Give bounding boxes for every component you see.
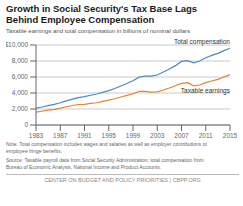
svg-text:1983: 1983 — [29, 132, 44, 139]
svg-text:1995: 1995 — [102, 132, 117, 139]
svg-text:1991: 1991 — [77, 132, 92, 139]
html-text:Growth in Social Security's Ta: Growth in Social Security's Tax Base Lag… — [6, 3, 198, 25]
svg-text:0: 0 — [24, 121, 28, 128]
html-text:Source: Taxable payroll data f: Source: Taxable payroll data from Social… — [6, 157, 204, 170]
svg-text:4,000: 4,000 — [12, 89, 29, 96]
svg-text:2007: 2007 — [174, 132, 189, 139]
svg-text:8,000: 8,000 — [12, 57, 29, 64]
html-text:CENTER ON BUDGET AND POLICY PR: CENTER ON BUDGET AND POLICY PRIORITIES |… — [44, 177, 201, 183]
svg-text:2,000: 2,000 — [12, 105, 29, 112]
svg-text:Total compensation: Total compensation — [174, 38, 230, 46]
svg-text:Taxable earnings: Taxable earnings — [181, 87, 231, 95]
svg-text:2003: 2003 — [150, 132, 165, 139]
svg-text:1999: 1999 — [126, 132, 141, 139]
html-text:Taxable earnings and total com: Taxable earnings and total compensation … — [6, 28, 191, 34]
svg-text:2015: 2015 — [223, 132, 235, 139]
html-text:Note: Total compensation inclu: Note: Total compensation includes wages … — [6, 141, 207, 154]
svg-text:2011: 2011 — [199, 132, 213, 139]
svg-text:$10,000: $10,000 — [8, 41, 28, 48]
svg-text:6,000: 6,000 — [12, 73, 29, 80]
svg-text:1987: 1987 — [53, 132, 68, 139]
